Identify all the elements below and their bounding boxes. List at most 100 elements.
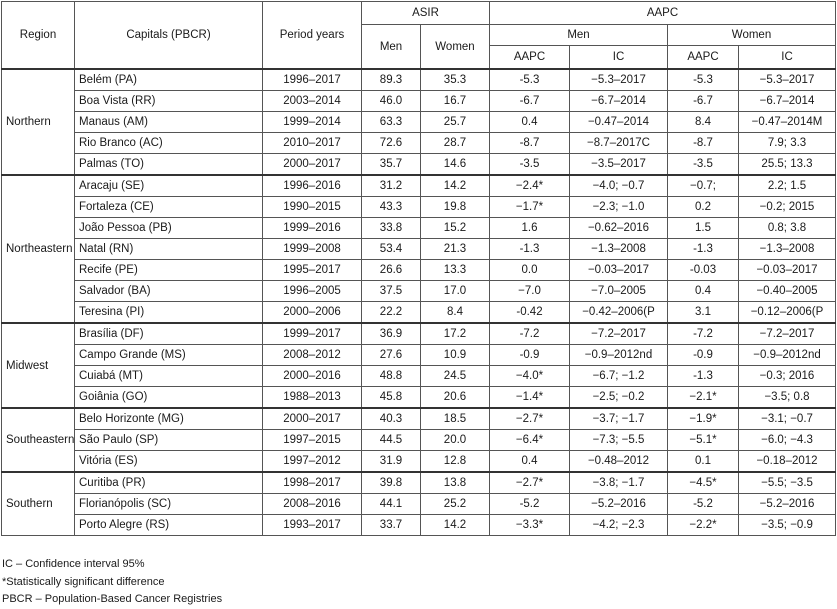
aapc-women-cell: −2.2* (667, 514, 739, 536)
asir-men-cell: 31.9 (361, 450, 421, 473)
asir-men-cell: 44.1 (361, 493, 421, 515)
region-cell: Northeastern (1, 174, 75, 324)
period-cell: 2008–2016 (262, 493, 362, 515)
table-row: Fortaleza (CE) 1990–2015 43.3 19.8 −1.7* −2.3… (2, 196, 837, 218)
period-cell: 1996–2005 (262, 280, 362, 302)
table-row: Southern Curitiba (PR) 1998–2017 39.8 13.8 −2… (1, 471, 837, 536)
ic-men-cell: −0.9–2012nd (569, 344, 668, 366)
aapc-men-cell: −1.7* (489, 196, 570, 218)
table-row: Cuiabá (MT) 2000–2016 48.8 24.5 −4.0* −6.7; −… (2, 365, 837, 387)
asir-men-cell: 46.0 (361, 90, 421, 112)
aapc-women-cell: -8.7 (667, 132, 739, 154)
table-row: Southeastern Belo Horizonte (MG) 2000–2017… (1, 407, 837, 473)
asir-women-cell: 35.3 (420, 68, 490, 91)
asir-women-cell: 20.6 (420, 386, 490, 409)
table-row: Campo Grande (MS) 2008–2012 27.6 10.9 -0.9 −0… (2, 344, 837, 366)
capital-cell: Campo Grande (MS) (74, 344, 263, 366)
aapc-men-cell: -0.42 (489, 301, 570, 324)
aapc-women-cell: -5.3 (667, 68, 739, 91)
header-asir-men: Men (361, 24, 421, 70)
aapc-women-cell: 8.4 (667, 111, 739, 133)
aapc-women-cell: 3.1 (667, 301, 739, 324)
capital-cell: Manaus (AM) (74, 111, 263, 133)
header-aapc-women: Women (666, 24, 837, 46)
table-row: Vitória (ES) 1997–2012 31.9 12.8 0.4 −0.48–20… (2, 450, 837, 473)
asir-women-cell: 20.0 (420, 429, 490, 451)
aapc-women-cell: 0.4 (667, 280, 739, 302)
aapc-men-cell: 0.4 (489, 111, 570, 133)
ic-men-cell: −6.7–2014 (569, 90, 668, 112)
period-cell: 1997–2015 (262, 429, 362, 451)
ic-men-cell: −4.2; −2.3 (569, 514, 668, 536)
capital-cell: Brasília (DF) (74, 322, 263, 345)
asir-women-cell: 17.0 (420, 280, 490, 302)
aapc-men-cell: −2.7* (489, 471, 570, 494)
period-cell: 2000–2016 (262, 365, 362, 387)
table-row: Northeastern Aracaju (SE) 1996–2016 31.2 14.… (1, 174, 837, 324)
aapc-women-cell: −2.1* (667, 386, 739, 409)
header-aapc-women-aapc: AAPC (667, 45, 739, 70)
asir-men-cell: 22.2 (361, 301, 421, 324)
ic-men-cell: −5.2–2016 (569, 493, 668, 515)
capital-cell: Fortaleza (CE) (74, 196, 263, 218)
asir-men-cell: 40.3 (361, 407, 421, 430)
asir-women-cell: 19.8 (420, 196, 490, 218)
aapc-men-cell: -3.5 (489, 153, 570, 176)
period-cell: 1998–2017 (262, 471, 362, 494)
aapc-men-cell: -5.3 (489, 68, 570, 91)
ic-women-cell: −1.3–2008 (737, 238, 837, 260)
aapc-women-cell: −1.9* (667, 407, 739, 430)
ic-men-cell: −0.47–2014 (569, 111, 668, 133)
aapc-men-cell: -5.2 (489, 493, 570, 515)
table-row: Manaus (AM) 1999–2014 63.3 25.7 0.4 −0.47–201… (2, 111, 837, 133)
period-cell: 1993–2017 (262, 514, 362, 536)
aapc-men-cell: −7.0 (489, 280, 570, 302)
period-cell: 1999–2017 (262, 322, 362, 345)
period-cell: 2003–2014 (262, 90, 362, 112)
header-aapc-women-ic: IC (737, 45, 837, 70)
aapc-women-cell: -5.2 (667, 493, 739, 515)
ic-men-cell: −0.03–2017 (569, 259, 668, 281)
asir-men-cell: 45.8 (361, 386, 421, 409)
table-row: Teresina (PI) 2000–2006 22.2 8.4 -0.42 −0.42–… (2, 301, 837, 324)
capital-cell: Recife (PE) (74, 259, 263, 281)
aapc-men-cell: 1.6 (489, 217, 570, 239)
header-asir-women: Women (420, 24, 490, 70)
table-row: Florianópolis (SC) 2008–2016 44.1 25.2 -5.2−… (2, 493, 837, 515)
ic-women-cell: −0.12–2006(P (737, 301, 837, 324)
ic-women-cell: −0.18–2012 (737, 450, 837, 473)
header-region: Region (1, 1, 75, 70)
footnote-ic: IC – Confidence interval 95% (2, 558, 145, 570)
region-cell: Southern (1, 471, 75, 536)
table-row: Palmas (TO) 2000–2017 35.7 14.6 -3.5 −3.5–201… (2, 153, 837, 176)
asir-women-cell: 14.6 (420, 153, 490, 176)
header-aapc-men-aapc: AAPC (489, 45, 570, 70)
aapc-men-cell: -7.2 (489, 322, 570, 345)
table-row: Goiânia (GO) 1988–2013 45.8 20.6 −1.4* −2.5; … (2, 386, 837, 409)
period-cell: 1990–2015 (262, 196, 362, 218)
asir-men-cell: 37.5 (361, 280, 421, 302)
region-cell: Northern (1, 68, 75, 176)
asir-men-cell: 35.7 (361, 153, 421, 176)
capital-cell: Porto Alegre (RS) (74, 514, 263, 536)
ic-women-cell: 2.2; 1.5 (737, 174, 837, 197)
footnote-significance: *Statistically significant difference (2, 575, 165, 588)
period-cell: 2000–2017 (262, 407, 362, 430)
asir-women-cell: 17.2 (420, 322, 490, 345)
aapc-men-cell: -0.9 (489, 344, 570, 366)
aapc-women-cell: -1.3 (667, 365, 739, 387)
footnote-pbcr: PBCR – Population-Based Cancer Registrie… (2, 593, 223, 605)
asir-women-cell: 8.4 (420, 301, 490, 324)
asir-women-cell: 14.2 (420, 174, 490, 197)
period-cell: 2000–2006 (262, 301, 362, 324)
table-row: Rio Branco (AC) 2010–2017 72.6 28.7 -8.7 −8.7… (2, 132, 837, 154)
period-cell: 1999–2008 (262, 238, 362, 260)
aapc-men-cell: −2.7* (489, 407, 570, 430)
ic-women-cell: −0.47–2014M (737, 111, 837, 133)
asir-men-cell: 43.3 (361, 196, 421, 218)
ic-women-cell: −3.5; −0.9 (737, 514, 837, 536)
aapc-women-cell: -0.03 (667, 259, 739, 281)
ic-men-cell: −8.7–2017C (569, 132, 668, 154)
aapc-women-cell: -6.7 (667, 90, 739, 112)
period-cell: 1996–2016 (262, 174, 362, 197)
